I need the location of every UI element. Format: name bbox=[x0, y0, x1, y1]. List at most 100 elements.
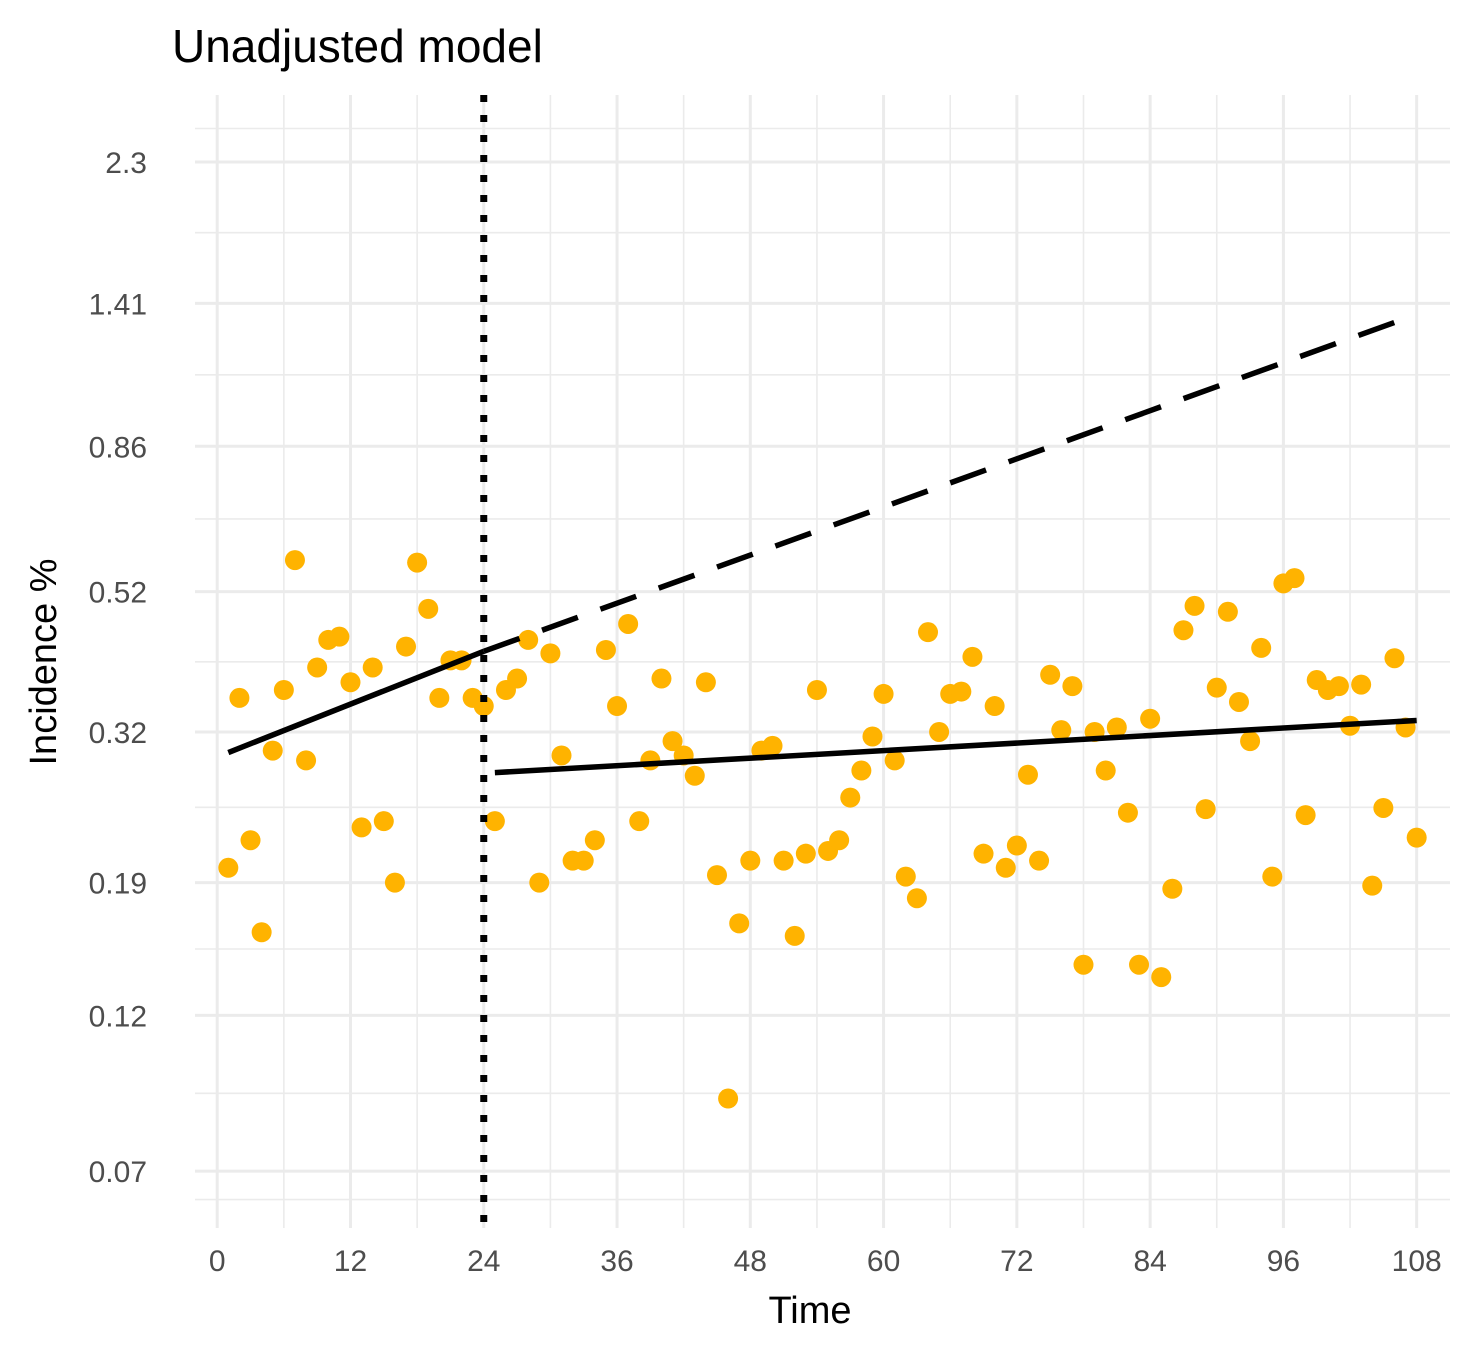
x-axis-ticks: 0 12 24 36 48 60 72 84 96 108 bbox=[209, 1245, 1442, 1278]
data-point bbox=[1228, 691, 1249, 712]
data-point bbox=[1328, 676, 1349, 697]
data-point bbox=[584, 830, 605, 851]
data-point bbox=[607, 696, 628, 717]
data-point bbox=[273, 679, 294, 700]
data-point bbox=[806, 679, 827, 700]
data-point bbox=[229, 687, 250, 708]
data-point bbox=[851, 760, 872, 781]
x-tick-label: 96 bbox=[1267, 1245, 1300, 1278]
x-tick-label: 60 bbox=[867, 1245, 900, 1278]
x-tick-label: 24 bbox=[467, 1245, 500, 1278]
y-tick-label: 2.3 bbox=[105, 147, 147, 180]
data-point bbox=[1217, 601, 1238, 622]
data-point bbox=[895, 866, 916, 887]
data-point bbox=[840, 787, 861, 808]
data-point bbox=[284, 550, 305, 571]
data-point bbox=[1284, 568, 1305, 589]
data-point bbox=[984, 696, 1005, 717]
data-point bbox=[662, 731, 683, 752]
y-tick-label: 0.52 bbox=[89, 577, 147, 610]
data-point bbox=[1406, 827, 1427, 848]
y-tick-label: 0.32 bbox=[89, 717, 147, 750]
data-point bbox=[373, 811, 394, 832]
x-tick-label: 108 bbox=[1392, 1245, 1442, 1278]
data-point bbox=[1129, 954, 1150, 975]
data-point bbox=[362, 657, 383, 678]
data-point bbox=[1017, 764, 1038, 785]
data-point bbox=[1173, 620, 1194, 641]
y-tick-label: 0.86 bbox=[89, 431, 147, 464]
x-axis-title: Time bbox=[768, 1290, 851, 1332]
data-point bbox=[951, 681, 972, 702]
y-tick-label: 0.19 bbox=[89, 868, 147, 901]
data-point bbox=[484, 811, 505, 832]
data-point bbox=[995, 857, 1016, 878]
data-point bbox=[251, 922, 272, 943]
data-point bbox=[862, 726, 883, 747]
data-point bbox=[240, 830, 261, 851]
y-axis-ticks: 0.07 0.12 0.19 0.32 0.52 0.86 1.41 2.3 bbox=[89, 147, 147, 1189]
data-point bbox=[651, 668, 672, 689]
data-point bbox=[1295, 805, 1316, 826]
data-point bbox=[740, 850, 761, 871]
data-point bbox=[695, 672, 716, 693]
data-point bbox=[1106, 717, 1127, 738]
x-tick-label: 36 bbox=[600, 1245, 633, 1278]
data-point bbox=[1162, 878, 1183, 899]
data-point bbox=[551, 745, 572, 766]
data-point bbox=[1351, 674, 1372, 695]
data-point bbox=[1040, 664, 1061, 685]
data-point bbox=[1151, 967, 1172, 988]
data-point bbox=[1095, 760, 1116, 781]
data-point bbox=[918, 622, 939, 643]
grid-minor bbox=[195, 95, 1450, 1228]
data-point bbox=[795, 843, 816, 864]
data-point bbox=[1062, 676, 1083, 697]
data-point bbox=[1206, 677, 1227, 698]
data-point bbox=[518, 629, 539, 650]
data-point bbox=[1384, 648, 1405, 669]
data-point bbox=[906, 888, 927, 909]
data-point bbox=[1262, 866, 1283, 887]
data-point bbox=[540, 643, 561, 664]
data-point bbox=[618, 613, 639, 634]
data-point bbox=[218, 857, 239, 878]
data-point bbox=[507, 668, 528, 689]
data-point bbox=[1373, 797, 1394, 818]
data-point bbox=[784, 925, 805, 946]
data-point bbox=[418, 598, 439, 619]
data-point bbox=[340, 672, 361, 693]
data-point bbox=[729, 913, 750, 934]
data-point bbox=[307, 657, 328, 678]
data-point bbox=[573, 850, 594, 871]
y-tick-label: 0.07 bbox=[89, 1156, 147, 1189]
data-point bbox=[351, 817, 372, 838]
data-point bbox=[1184, 595, 1205, 616]
data-point bbox=[718, 1088, 739, 1109]
data-point bbox=[762, 735, 783, 756]
data-point bbox=[962, 646, 983, 667]
data-point bbox=[329, 626, 350, 647]
fit-lines bbox=[227, 95, 1417, 1232]
data-point bbox=[529, 872, 550, 893]
data-point bbox=[429, 687, 450, 708]
x-tick-label: 84 bbox=[1133, 1245, 1166, 1278]
data-point bbox=[1006, 835, 1027, 856]
data-point bbox=[296, 750, 317, 771]
y-tick-label: 1.41 bbox=[89, 288, 147, 321]
data-point bbox=[773, 850, 794, 871]
data-point bbox=[384, 872, 405, 893]
data-point bbox=[595, 639, 616, 660]
chart-title: Unadjusted model bbox=[172, 20, 543, 72]
data-point bbox=[873, 683, 894, 704]
x-tick-label: 12 bbox=[334, 1245, 367, 1278]
x-tick-label: 0 bbox=[209, 1245, 226, 1278]
data-point bbox=[684, 765, 705, 786]
data-point bbox=[973, 843, 994, 864]
fit-line bbox=[494, 717, 1417, 776]
data-point bbox=[829, 830, 850, 851]
x-tick-label: 72 bbox=[1000, 1245, 1033, 1278]
data-point bbox=[640, 750, 661, 771]
data-point bbox=[407, 552, 428, 573]
